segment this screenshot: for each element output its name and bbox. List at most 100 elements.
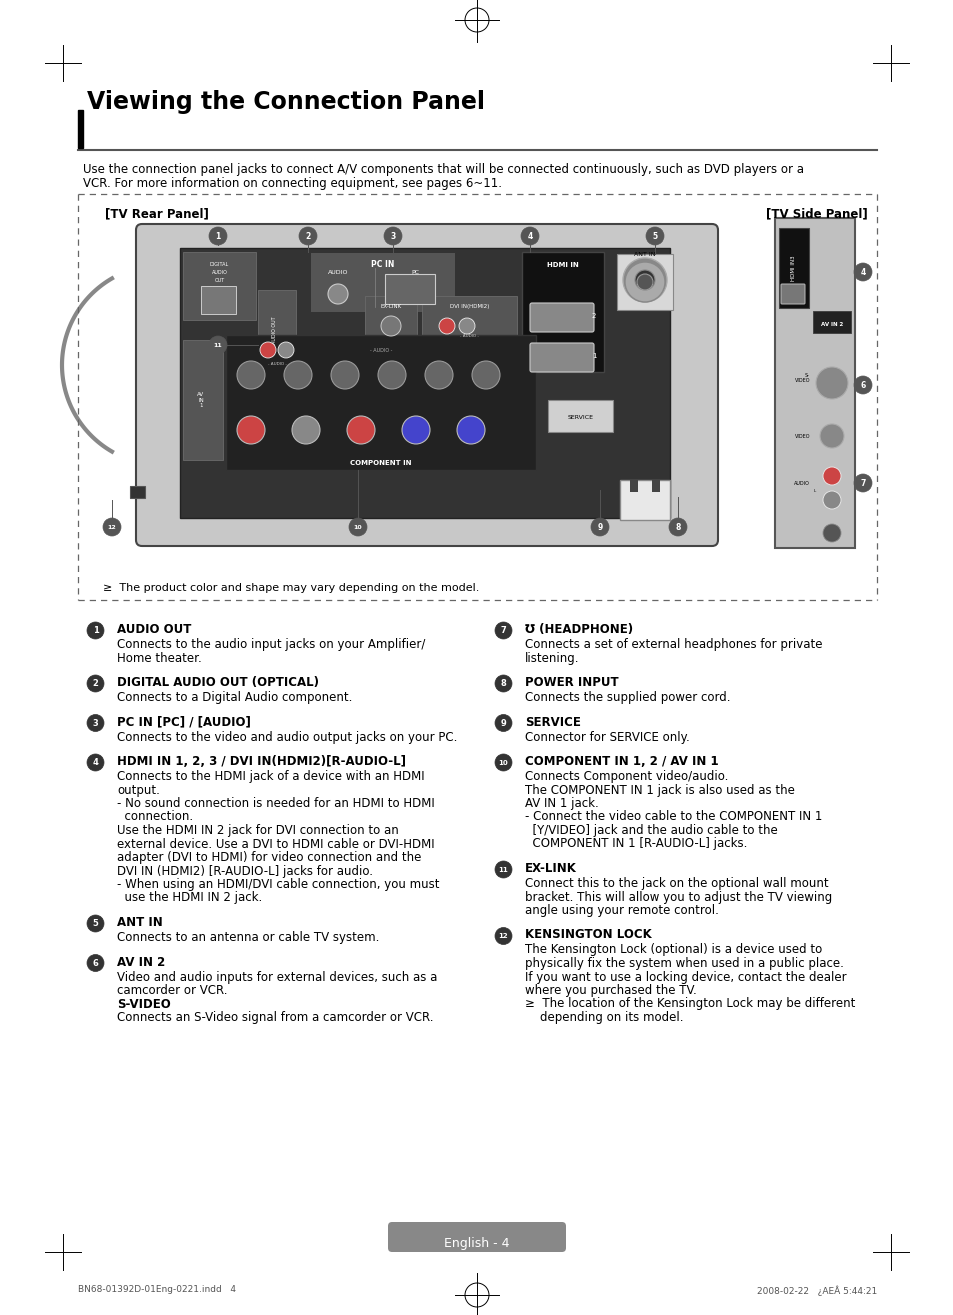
Text: AV
IN
1: AV IN 1 (197, 392, 204, 408)
Text: PC IN [PC] / [AUDIO]: PC IN [PC] / [AUDIO] (117, 715, 251, 729)
Bar (779, 227, 808, 308)
Text: 5: 5 (92, 919, 98, 928)
Circle shape (87, 675, 104, 692)
Text: HDMI IN3: HDMI IN3 (791, 255, 796, 281)
Text: 6: 6 (860, 380, 864, 389)
Text: 8: 8 (675, 522, 680, 531)
Circle shape (822, 490, 841, 509)
Text: 2: 2 (305, 231, 311, 241)
Text: - AUDIO -: - AUDIO - (267, 362, 286, 366)
Text: adapter (DVI to HDMI) for video connection and the: adapter (DVI to HDMI) for video connecti… (117, 851, 421, 864)
Text: 3: 3 (390, 231, 395, 241)
Text: 9: 9 (597, 522, 602, 531)
Text: output.: output. (117, 784, 160, 797)
Bar (385, 274, 435, 304)
Circle shape (236, 362, 265, 389)
Bar (617, 254, 672, 310)
Circle shape (260, 342, 275, 358)
Circle shape (438, 318, 455, 334)
Text: 1: 1 (591, 352, 596, 359)
Text: PC: PC (411, 270, 418, 275)
Bar (619, 480, 669, 519)
Circle shape (380, 316, 400, 337)
Text: EX-LINK: EX-LINK (524, 863, 577, 874)
Text: depending on its model.: depending on its model. (524, 1011, 682, 1024)
Text: 2: 2 (591, 313, 596, 320)
Text: 12: 12 (498, 934, 508, 939)
Text: ANT IN: ANT IN (117, 917, 163, 928)
Bar (421, 296, 517, 337)
Circle shape (284, 362, 312, 389)
Text: [TV Side Panel]: [TV Side Panel] (765, 206, 867, 220)
Text: KENSINGTON LOCK: KENSINGTON LOCK (524, 928, 651, 942)
Text: AUDIO OUT: AUDIO OUT (273, 316, 277, 343)
Bar (651, 480, 659, 492)
Text: English - 4: English - 4 (444, 1237, 509, 1251)
Circle shape (668, 518, 686, 537)
FancyBboxPatch shape (136, 224, 718, 546)
Circle shape (87, 915, 104, 932)
Text: EX-LINK: EX-LINK (380, 304, 401, 309)
Circle shape (347, 416, 375, 444)
Text: Use the HDMI IN 2 jack for DVI connection to an: Use the HDMI IN 2 jack for DVI connectio… (117, 825, 398, 838)
Circle shape (645, 227, 663, 245)
Circle shape (328, 284, 348, 304)
Bar (365, 296, 416, 337)
Text: SERVICE: SERVICE (524, 715, 580, 729)
Circle shape (622, 258, 666, 302)
Text: use the HDMI IN 2 jack.: use the HDMI IN 2 jack. (117, 892, 262, 905)
Circle shape (87, 714, 104, 731)
Circle shape (209, 227, 227, 245)
Circle shape (384, 227, 401, 245)
Bar (547, 400, 613, 433)
Text: COMPONENT IN 1 [R-AUDIO-L] jacks.: COMPONENT IN 1 [R-AUDIO-L] jacks. (524, 838, 746, 851)
Text: POWER INPUT: POWER INPUT (524, 676, 618, 689)
Text: 10: 10 (498, 760, 508, 765)
Text: camcorder or VCR.: camcorder or VCR. (117, 984, 227, 997)
Text: ≥  The product color and shape may vary depending on the model.: ≥ The product color and shape may vary d… (103, 583, 478, 593)
Text: Connects an S-Video signal from a camcorder or VCR.: Connects an S-Video signal from a camcor… (117, 1011, 433, 1024)
Circle shape (822, 467, 841, 485)
Text: ℧ (HEADPHONE): ℧ (HEADPHONE) (524, 623, 633, 636)
Circle shape (349, 518, 367, 537)
Circle shape (495, 675, 512, 692)
Circle shape (87, 955, 104, 972)
FancyBboxPatch shape (388, 1222, 565, 1252)
Text: ANT IN: ANT IN (634, 252, 655, 256)
Text: 4: 4 (527, 231, 532, 241)
Text: Connect this to the jack on the optional wall mount: Connect this to the jack on the optional… (524, 877, 828, 890)
Circle shape (298, 227, 316, 245)
Text: COMPONENT IN 1, 2 / AV IN 1: COMPONENT IN 1, 2 / AV IN 1 (524, 755, 718, 768)
Text: Connects to a Digital Audio component.: Connects to a Digital Audio component. (117, 690, 352, 704)
Circle shape (853, 473, 871, 492)
Text: Home theater.: Home theater. (117, 651, 201, 664)
Circle shape (277, 342, 294, 358)
FancyBboxPatch shape (530, 302, 594, 331)
Text: - Connect the video cable to the COMPONENT IN 1: - Connect the video cable to the COMPONE… (524, 810, 821, 823)
Circle shape (624, 262, 664, 302)
Text: OUT: OUT (214, 277, 224, 283)
Text: 2: 2 (92, 679, 98, 688)
Circle shape (815, 367, 847, 398)
Text: Connects to the HDMI jack of a device with an HDMI: Connects to the HDMI jack of a device wi… (117, 771, 424, 782)
Text: AUDIO: AUDIO (328, 270, 348, 275)
Text: Viewing the Connection Panel: Viewing the Connection Panel (87, 89, 484, 114)
Text: 5: 5 (652, 231, 657, 241)
Text: 1: 1 (215, 231, 220, 241)
Text: AUDIO OUT: AUDIO OUT (117, 623, 192, 636)
Circle shape (853, 376, 871, 394)
Bar (629, 480, 638, 492)
Circle shape (495, 622, 512, 639)
Circle shape (635, 270, 655, 291)
Text: DVI IN (HDMI2) [R-AUDIO-L] jacks for audio.: DVI IN (HDMI2) [R-AUDIO-L] jacks for aud… (117, 864, 373, 877)
Text: ≥  The location of the Kensington Lock may be different: ≥ The location of the Kensington Lock ma… (524, 998, 855, 1010)
Text: 2008-02-22   ¿AEÂ 5:44:21: 2008-02-22 ¿AEÂ 5:44:21 (756, 1285, 876, 1295)
Bar (78, 110, 83, 149)
Circle shape (401, 416, 430, 444)
Bar (812, 312, 850, 333)
Text: 10: 10 (354, 525, 362, 530)
Bar (180, 249, 669, 518)
Text: 6: 6 (92, 959, 98, 968)
Text: 12: 12 (108, 525, 116, 530)
Text: VCR. For more information on connecting equipment, see pages 6~11.: VCR. For more information on connecting … (83, 178, 501, 189)
